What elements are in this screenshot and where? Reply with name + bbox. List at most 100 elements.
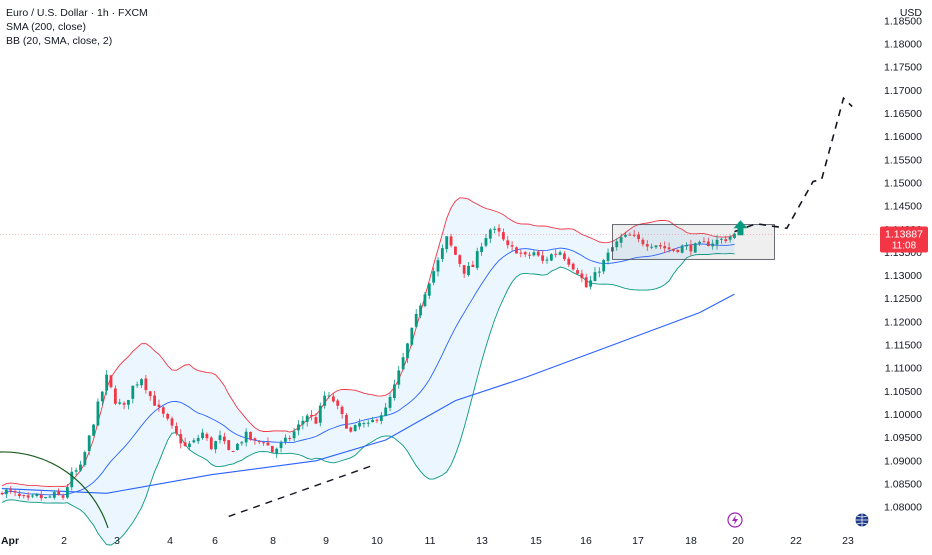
- candle-body: [314, 417, 318, 424]
- candle-body: [218, 435, 222, 440]
- candle-body: [715, 239, 719, 245]
- x-tick-label: 20: [732, 535, 744, 547]
- candle-body: [519, 252, 523, 254]
- sma-indicator-label[interactable]: SMA (200, close): [6, 21, 86, 33]
- x-tick-label: 18: [685, 535, 697, 547]
- chart-legend: Euro / U.S. Dollar · 1h · FXCM SMA (200,…: [6, 6, 148, 48]
- candle-body: [733, 233, 736, 239]
- candle-body: [549, 254, 553, 261]
- candle-body: [471, 264, 475, 268]
- candle-body: [401, 357, 405, 370]
- y-tick-label: 1.14500: [884, 201, 922, 213]
- candle-body: [667, 247, 671, 250]
- candle-body: [179, 434, 183, 444]
- candle-body: [393, 384, 396, 399]
- candle-body: [323, 395, 327, 406]
- consolidation-box: [612, 224, 775, 260]
- x-tick-label: 17: [632, 535, 644, 547]
- candle-body: [301, 420, 305, 425]
- candle-body: [266, 442, 270, 446]
- candle-body: [484, 238, 488, 246]
- candle-body: [9, 489, 13, 491]
- candle-body: [26, 495, 30, 498]
- candle-body: [52, 492, 56, 498]
- x-tick-label: 23: [842, 535, 854, 547]
- candle-body: [92, 424, 95, 436]
- candle-body: [584, 277, 588, 288]
- candle-body: [205, 433, 209, 439]
- x-tick-label: Apr: [1, 535, 19, 547]
- candle-body: [672, 248, 675, 251]
- bb-indicator-label[interactable]: BB (20, SMA, close, 2): [6, 35, 113, 47]
- candle-body: [100, 391, 104, 402]
- candle-body: [275, 448, 279, 454]
- candle-body: [35, 494, 39, 497]
- candle-body: [262, 442, 265, 444]
- candle-body: [467, 265, 470, 275]
- candle-body: [532, 252, 536, 256]
- candle-body: [188, 443, 191, 447]
- candle-body: [632, 234, 636, 236]
- candle-body: [615, 241, 619, 248]
- x-tick-label: 9: [323, 535, 329, 547]
- cycle-arc: [0, 451, 109, 529]
- candle-body: [349, 427, 353, 432]
- projection-path: [734, 96, 853, 233]
- candle-body: [563, 253, 566, 260]
- candle-body: [515, 247, 518, 254]
- currency-label: USD: [900, 7, 923, 19]
- candle-body: [637, 234, 640, 240]
- candle-body: [236, 443, 239, 450]
- bb-lower-band: [1, 252, 735, 546]
- candle-body: [558, 252, 562, 255]
- candle-body: [148, 391, 152, 397]
- candle-body: [74, 470, 78, 472]
- candle-body: [0, 493, 4, 495]
- y-tick-label: 1.17500: [884, 62, 922, 74]
- candle-body: [589, 280, 592, 287]
- x-tick-label: 16: [580, 535, 592, 547]
- y-tick-label: 1.13000: [884, 270, 922, 282]
- up-arrow-icon: [733, 220, 748, 236]
- y-tick-label: 1.09000: [884, 455, 922, 467]
- x-tick-label: 15: [530, 535, 542, 547]
- candle-body: [353, 425, 357, 432]
- candle-body: [510, 245, 514, 247]
- candle-body: [676, 249, 680, 252]
- candle-body: [83, 452, 87, 465]
- candle-body: [685, 245, 688, 247]
- candle-body: [641, 239, 645, 245]
- y-tick-label: 1.10000: [884, 409, 922, 421]
- candle-body: [379, 415, 383, 421]
- candle-body: [419, 305, 422, 316]
- x-tick-label: 11: [425, 535, 436, 547]
- x-tick-label: 22: [790, 535, 802, 547]
- candle-body: [231, 451, 235, 453]
- candle-body: [384, 407, 388, 416]
- candle-body: [122, 403, 126, 405]
- current-price-tag: [880, 226, 928, 253]
- candle-body: [105, 374, 109, 391]
- candle-body: [454, 246, 457, 255]
- lightning-icon[interactable]: [727, 512, 743, 528]
- candle-body: [597, 271, 601, 273]
- candle-body: [689, 244, 693, 252]
- candle-body: [462, 265, 466, 274]
- candle-body: [196, 438, 200, 442]
- y-tick-label: 1.11000: [885, 363, 922, 375]
- candle-body: [523, 252, 527, 255]
- candle-body: [650, 246, 654, 248]
- candle-body: [724, 239, 728, 242]
- candle-body: [458, 255, 462, 264]
- candle-body: [375, 419, 379, 421]
- x-tick-label: 3: [114, 535, 120, 547]
- candle-body: [497, 227, 501, 232]
- globe-icon[interactable]: [854, 512, 870, 528]
- bb-fill: [2, 197, 735, 546]
- candle-body: [249, 431, 252, 440]
- symbol-title[interactable]: Euro / U.S. Dollar · 1h · FXCM: [6, 7, 148, 19]
- candle-body: [698, 241, 701, 244]
- candle-body: [240, 442, 244, 444]
